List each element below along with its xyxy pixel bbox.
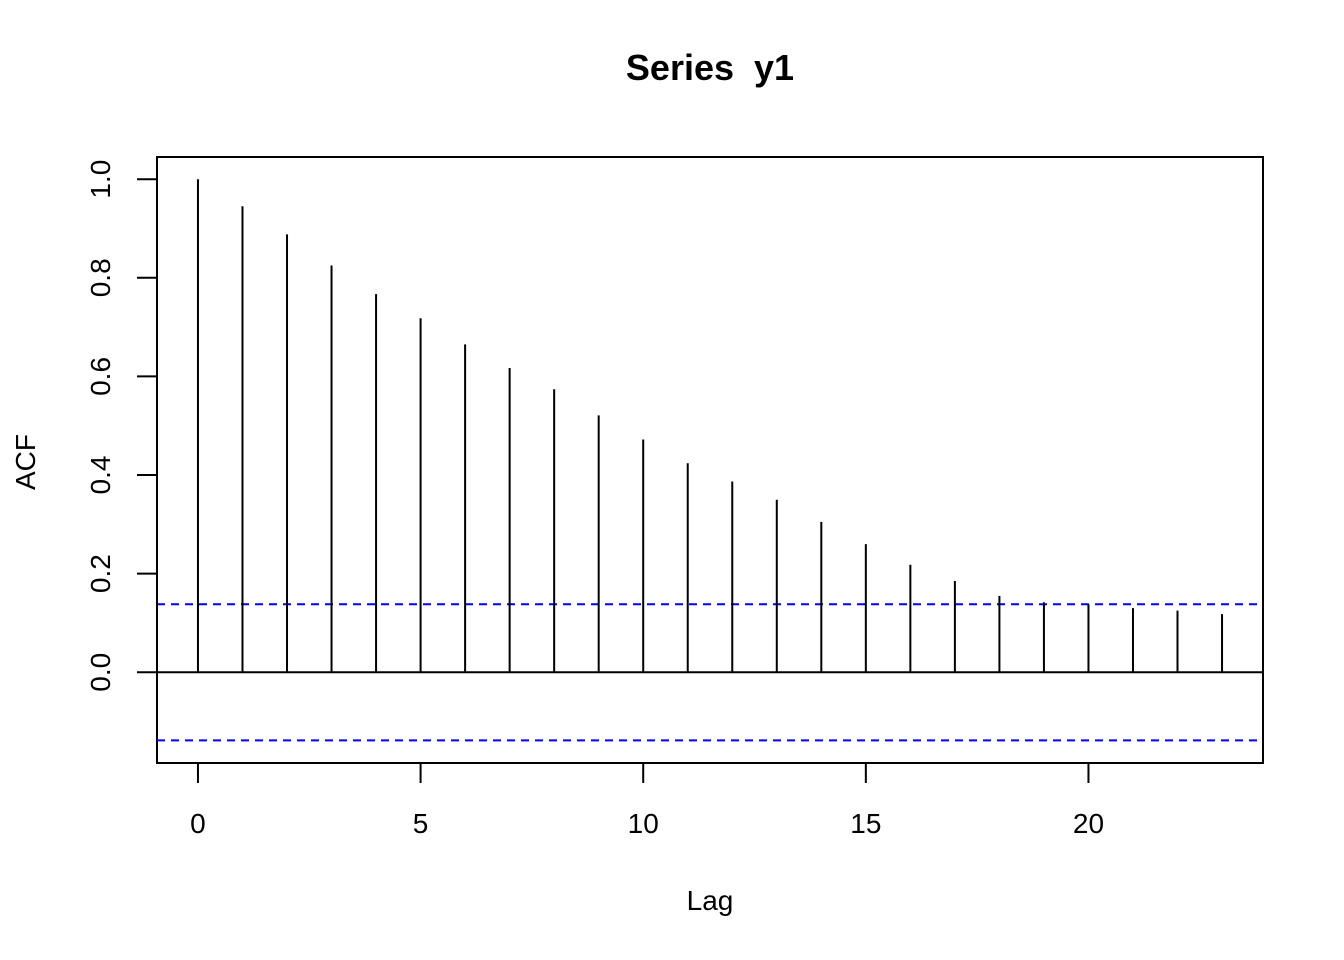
chart-title: Series y1 [626, 47, 794, 88]
x-axis-label: Lag [687, 885, 734, 916]
x-tick-label: 0 [190, 808, 206, 839]
y-tick-label: 0.0 [85, 653, 116, 692]
y-tick-label: 0.4 [85, 456, 116, 495]
acf-bars [157, 179, 1263, 742]
y-tick-label: 0.6 [85, 357, 116, 396]
x-axis: 0 5 10 15 20 [190, 762, 1104, 839]
x-tick-label: 10 [628, 808, 659, 839]
x-tick-label: 20 [1073, 808, 1104, 839]
y-tick-label: 1.0 [85, 160, 116, 199]
y-axis: 0.0 0.2 0.4 0.6 0.8 1.0 [85, 160, 158, 692]
x-tick-label: 15 [850, 808, 881, 839]
y-tick-label: 0.2 [85, 554, 116, 593]
x-tick-label: 5 [413, 808, 429, 839]
y-tick-label: 0.8 [85, 258, 116, 297]
y-axis-label: ACF [10, 434, 41, 490]
